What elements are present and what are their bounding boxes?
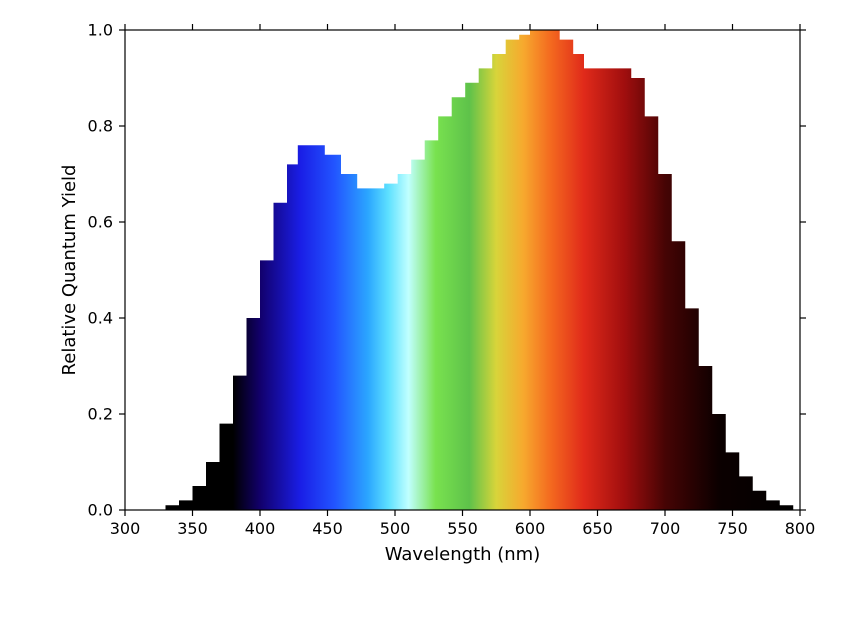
y-tick-label: 0.0 [88, 501, 113, 520]
x-tick-label: 800 [785, 519, 816, 538]
y-tick-label: 0.2 [88, 405, 113, 424]
x-tick-label: 450 [312, 519, 343, 538]
chart-svg: 300 350 400 450 500 550 600 650 700 750 800 0.0 0.2… [0, 0, 860, 621]
x-axis-label: Wavelength (nm) [385, 544, 541, 565]
x-tick-labels: 300 350 400 450 500 550 600 650 700 750 800 [110, 519, 816, 538]
y-tick-label: 0.4 [88, 309, 113, 328]
x-tick-label: 500 [380, 519, 411, 538]
spectrum-chart: 300 350 400 450 500 550 600 650 700 750 800 0.0 0.2… [0, 0, 860, 621]
x-tick-label: 400 [245, 519, 276, 538]
spectrum-area [125, 30, 800, 510]
x-tick-label: 350 [177, 519, 208, 538]
y-tick-label: 0.8 [88, 117, 113, 136]
x-tick-label: 750 [717, 519, 748, 538]
y-axis-label: Relative Quantum Yield [59, 165, 80, 376]
y-tick-label: 1.0 [88, 21, 113, 40]
x-tick-label: 600 [515, 519, 546, 538]
y-tick-labels: 0.0 0.2 0.4 0.6 0.8 1.0 [88, 21, 113, 520]
x-tick-label: 300 [110, 519, 141, 538]
x-tick-label: 550 [447, 519, 478, 538]
x-tick-label: 650 [582, 519, 613, 538]
x-tick-label: 700 [650, 519, 681, 538]
y-tick-label: 0.6 [88, 213, 113, 232]
